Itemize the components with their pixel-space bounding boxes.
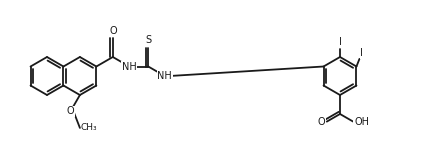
Text: CH₃: CH₃ <box>81 123 98 132</box>
Text: O: O <box>318 117 325 127</box>
Text: O: O <box>109 25 117 36</box>
Text: O: O <box>67 106 74 116</box>
Text: S: S <box>145 35 151 45</box>
Text: OH: OH <box>354 117 369 127</box>
Text: NH: NH <box>157 71 172 81</box>
Text: I: I <box>338 36 341 47</box>
Text: I: I <box>360 48 363 58</box>
Text: NH: NH <box>122 61 137 72</box>
